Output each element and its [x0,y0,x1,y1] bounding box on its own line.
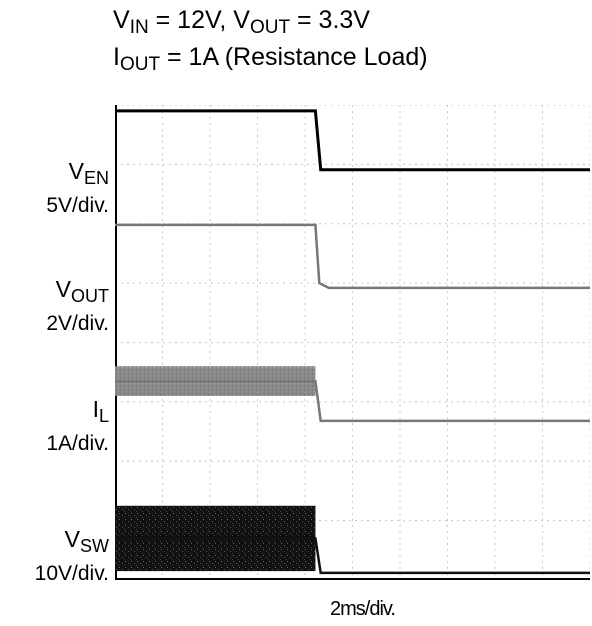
vsw-trace [115,537,590,575]
channel-scale-vout: 2V/div. [46,312,109,335]
chart-title-line-1: VIN = 12V, VOUT = 3.3V [113,6,370,38]
channel-label-il: IL 1A/div. [46,396,109,455]
channel-label-vout: VOUT 2V/div. [46,276,109,335]
channel-scale-il: 1A/div. [46,432,109,455]
channel-label-ven: VEN 5V/div. [46,158,109,217]
scope-plot [115,105,590,580]
vout-trace [115,223,590,290]
channel-scale-ven: 5V/div. [46,194,109,217]
x-scale-label: 2ms/div. [330,598,396,620]
chart-title-line-2: IOUT = 1A (Resistance Load) [113,43,428,75]
il-trace [115,379,590,423]
ven-trace [115,109,590,172]
channel-scale-vsw: 10V/div. [34,562,109,585]
scope-traces [115,109,590,575]
channel-label-vsw: VSW 10V/div. [34,526,109,585]
